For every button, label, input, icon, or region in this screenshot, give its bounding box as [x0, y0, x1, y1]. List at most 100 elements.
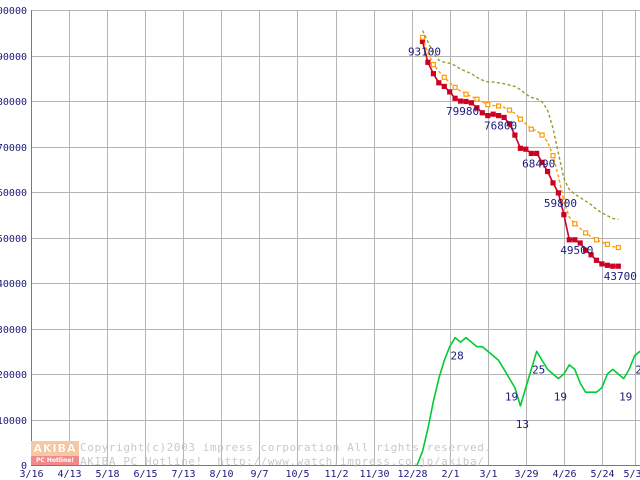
- series-marker-price-low-red: [506, 121, 513, 127]
- x-tick-label: 9/7: [250, 469, 268, 480]
- x-tick-label: 4/26: [552, 469, 576, 480]
- y-tick-label: 10000: [0, 416, 27, 427]
- data-label-price-low-red: 76800: [484, 120, 517, 133]
- series-marker-price-low-red: [615, 263, 621, 269]
- x-tick-label: 5/24: [590, 469, 614, 480]
- x-tick-label: 3/1: [479, 469, 497, 480]
- series-marker-price-low-red: [582, 247, 589, 253]
- y-axis-tick-labels: 0 10000 20000 30000 40000 50000 60000 70000 8000…: [0, 6, 27, 472]
- y-tick-label: 100000: [0, 6, 27, 17]
- series-marker-price-low-red: [517, 145, 524, 151]
- series-marker-price-low-red: [544, 168, 551, 175]
- akiba-pc-hotline-logo: AKIBA PC Hotline!: [31, 441, 79, 467]
- series-marker-price-low-red: [534, 150, 540, 156]
- series-marker-price-mid-orange: [419, 34, 426, 40]
- data-label-price-low-red: 68490: [522, 157, 555, 170]
- x-tick-label: 12/28: [397, 469, 427, 480]
- y-tick-label: 70000: [0, 143, 27, 154]
- series-marker-price-low-red: [550, 180, 556, 186]
- series-marker-price-low-red: [436, 80, 442, 86]
- series-marker-price-low-red: [447, 89, 453, 95]
- x-axis-tick-labels: 3/16 4/13 5/18 6/15 7/13 8/10 9/7 10/5 11/2 11/30…: [19, 469, 640, 480]
- series-marker-price-low-red: [490, 111, 496, 117]
- series-marker-price-low-red: [539, 159, 545, 165]
- data-label-model-count-green: 25: [635, 363, 640, 376]
- series-marker-price-low-red: [523, 146, 529, 152]
- series-marker-price-low-red: [501, 114, 507, 121]
- series-marker-price-low-red: [458, 98, 464, 104]
- data-label-model-count-green: 19: [619, 391, 632, 404]
- series-marker-price-low-red: [496, 112, 502, 119]
- series-marker-price-mid-orange: [463, 91, 469, 97]
- series-marker-price-low-red: [512, 132, 518, 138]
- site-url-line: AKIBA PC Hotline! http://www.watch.impre…: [80, 455, 485, 468]
- series-marker-price-low-red: [572, 237, 578, 243]
- series-marker-price-mid-orange: [528, 126, 534, 132]
- x-tick-label: 10/5: [285, 469, 309, 480]
- series-line-price-high-olive: [421, 30, 619, 220]
- data-label-model-count-green: 19: [554, 391, 567, 404]
- data-label-model-count-green: 25: [532, 363, 545, 376]
- series-marker-price-low-red: [555, 190, 562, 196]
- series-marker-price-mid-orange: [452, 84, 458, 91]
- series-marker-price-mid-orange: [441, 74, 447, 80]
- series-marker-price-mid-orange: [582, 230, 589, 236]
- series-marker-price-low-red: [528, 150, 534, 156]
- series-marker-price-low-red: [468, 100, 474, 106]
- logo-pc-hotline-text: PC Hotline!: [31, 456, 79, 465]
- data-label-price-low-red: 79980: [446, 105, 479, 118]
- series-marker-price-mid-orange: [517, 116, 524, 122]
- x-tick-label: 5/18: [95, 469, 119, 480]
- series-marker-price-low-red: [430, 71, 436, 77]
- x-tick-label: 8/10: [209, 469, 233, 480]
- series-marker-price-low-red: [593, 257, 600, 263]
- series-marker-price-low-red: [561, 212, 567, 218]
- series-line-price-mid-orange: [421, 37, 619, 249]
- series-marker-price-low-red: [566, 237, 572, 243]
- y-tick-label: 80000: [0, 97, 27, 108]
- series-marker-price-low-red: [599, 261, 605, 267]
- y-tick-label: 20000: [0, 370, 27, 381]
- series-marker-price-mid-orange: [572, 221, 578, 227]
- series-marker-price-mid-orange: [604, 241, 611, 247]
- data-label-price-low-red: 59800: [544, 197, 577, 210]
- series-marker-price-low-red: [474, 105, 480, 111]
- series-marker-price-mid-orange: [506, 107, 513, 113]
- series-marker-price-mid-orange: [561, 198, 567, 204]
- y-tick-label: 50000: [0, 234, 27, 245]
- copyright-line: Copyright(c)2003 impress corporation All…: [80, 441, 492, 454]
- series-marker-price-mid-orange: [615, 244, 621, 251]
- data-label-model-count-green: 13: [516, 418, 529, 431]
- series-marker-price-low-red: [604, 262, 611, 268]
- series-marker-price-mid-orange: [539, 132, 545, 138]
- y-tick-label: 60000: [0, 188, 27, 199]
- x-tick-label: 3/16: [19, 469, 43, 480]
- data-label-price-low-red: 43700: [604, 270, 637, 283]
- series-marker-price-low-red: [577, 240, 583, 246]
- x-tick-label: 7/13: [171, 469, 195, 480]
- data-label-price-low-red: 93100: [408, 45, 441, 58]
- y-tick-label: 40000: [0, 279, 27, 290]
- grid-layer: [31, 10, 640, 466]
- series-marker-price-mid-orange: [550, 153, 556, 159]
- y-tick-label: 0: [21, 461, 27, 472]
- series-marker-price-mid-orange: [485, 101, 491, 108]
- series-marker-price-mid-orange: [474, 96, 480, 102]
- series-marker-price-low-red: [463, 98, 469, 105]
- x-tick-label: 11/30: [359, 469, 389, 480]
- x-tick-label: 5/31: [623, 469, 640, 480]
- x-tick-label: 4/13: [57, 469, 81, 480]
- x-tick-label: 11/2: [324, 469, 348, 480]
- series-line-price-low-red: [421, 41, 619, 267]
- series-layer: [416, 30, 640, 466]
- series-marker-price-low-red: [485, 112, 491, 119]
- data-point-labels: 93100 79980 76800 68490 59800 49500 43700 28 19 1…: [408, 45, 640, 431]
- x-tick-label: 3/29: [514, 469, 538, 480]
- logo-akiba-text: AKIBA: [31, 441, 79, 456]
- series-marker-price-mid-orange: [496, 103, 502, 109]
- y-tick-label: 90000: [0, 52, 27, 63]
- series-marker-price-mid-orange: [593, 237, 600, 243]
- series-marker-price-low-red: [588, 252, 594, 258]
